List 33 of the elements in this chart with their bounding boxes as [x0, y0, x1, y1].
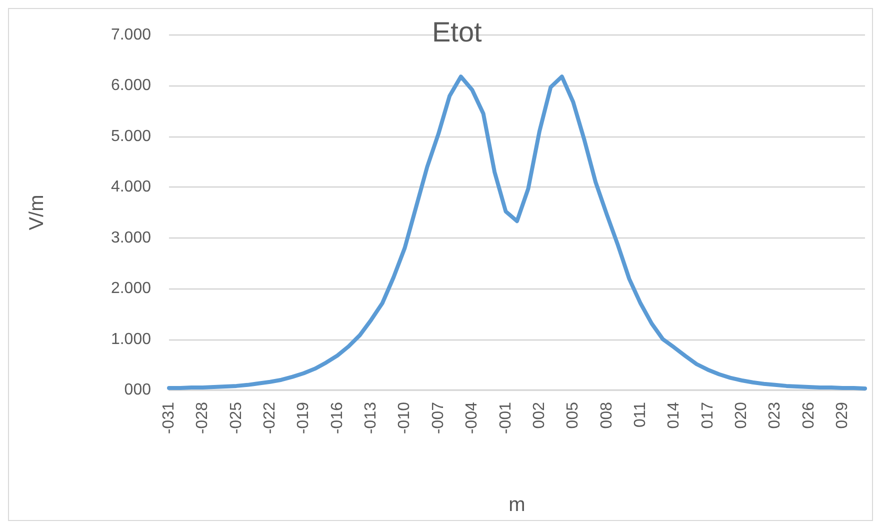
x-tick-label: 023 — [766, 402, 784, 429]
x-tick-label: -013 — [362, 402, 380, 434]
x-tick-label: 020 — [733, 402, 750, 429]
x-tick-label: -022 — [262, 402, 279, 434]
y-axis-title: V/m — [26, 194, 48, 230]
y-tick-label: 1.000 — [110, 330, 152, 348]
y-tick-label: 7.000 — [110, 26, 152, 44]
x-tick-label: -001 — [497, 402, 514, 434]
x-tick-label: 026 — [800, 402, 818, 429]
x-tick-label: 002 — [530, 402, 548, 429]
x-axis-title: m — [508, 494, 526, 516]
y-tick-label: 5.000 — [110, 128, 152, 145]
x-tick-label: 005 — [564, 402, 582, 429]
x-tick-label: 011 — [632, 402, 649, 428]
x-tick-label: 017 — [699, 402, 716, 429]
line-series — [167, 74, 867, 390]
x-tick-label: -019 — [295, 402, 312, 434]
y-tick-label: 6.000 — [110, 77, 152, 94]
x-tick-label: -028 — [194, 402, 212, 434]
x-tick-label: -007 — [430, 402, 447, 434]
y-tick-label: 4.000 — [110, 178, 152, 196]
x-tick-label: -031 — [160, 402, 178, 434]
chart-title: Etot — [432, 16, 482, 48]
x-tick-label: 008 — [598, 402, 616, 429]
x-tick-label: -016 — [328, 402, 346, 434]
y-tick-label: 000 — [124, 382, 152, 398]
x-tick-label: -004 — [464, 402, 481, 434]
y-tick-label: 2.000 — [110, 280, 152, 298]
x-tick-label: 029 — [834, 402, 852, 429]
x-tick-label: -010 — [396, 402, 414, 434]
x-tick-label: -025 — [228, 402, 245, 434]
y-tick-label: 3.000 — [110, 229, 152, 246]
x-tick-label: 014 — [666, 402, 683, 429]
